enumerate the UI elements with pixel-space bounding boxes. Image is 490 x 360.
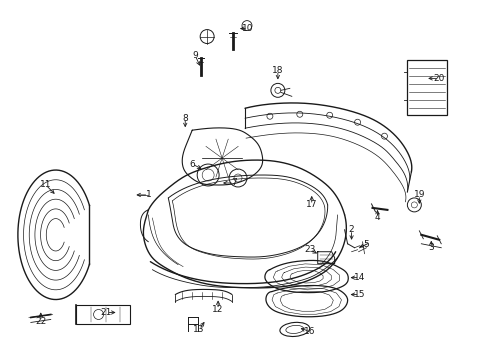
- Text: 23: 23: [304, 245, 316, 254]
- Text: 13: 13: [194, 325, 205, 334]
- Text: 10: 10: [242, 24, 254, 33]
- Text: 4: 4: [375, 213, 380, 222]
- Text: 7: 7: [231, 179, 237, 188]
- Text: 17: 17: [306, 201, 318, 210]
- Text: 18: 18: [272, 66, 284, 75]
- Text: 14: 14: [354, 273, 365, 282]
- Text: 12: 12: [213, 305, 224, 314]
- Text: 19: 19: [414, 190, 425, 199]
- Text: 21: 21: [101, 308, 112, 317]
- Text: 6: 6: [189, 159, 195, 168]
- Text: 16: 16: [304, 327, 316, 336]
- Text: 1: 1: [146, 190, 151, 199]
- Text: 11: 11: [40, 180, 51, 189]
- Text: 5: 5: [364, 240, 369, 249]
- Text: 9: 9: [192, 51, 198, 60]
- Text: 2: 2: [349, 225, 354, 234]
- Text: 15: 15: [354, 290, 366, 299]
- Text: 3: 3: [428, 243, 434, 252]
- Text: 20: 20: [434, 74, 445, 83]
- Text: 8: 8: [182, 114, 188, 123]
- Text: 22: 22: [35, 317, 47, 326]
